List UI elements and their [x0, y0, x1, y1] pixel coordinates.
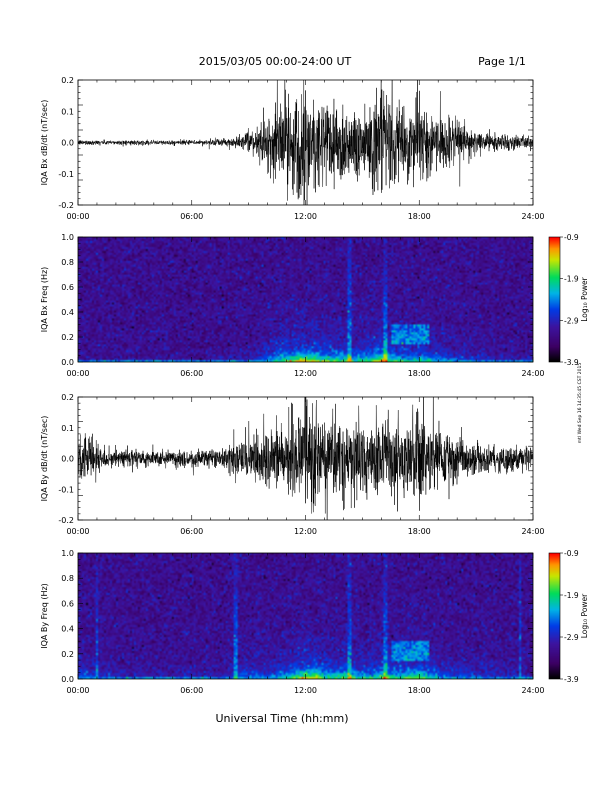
- bx-spectrogram-colorbar-frame: [548, 236, 561, 363]
- bx-spectrogram-x-tick-label: 00:00: [66, 369, 89, 378]
- bx-spectrogram-colorbar-label: Log₁₀ Power: [580, 276, 589, 321]
- page-number: Page 1/1: [478, 55, 526, 68]
- bx-spectrogram-y-tick-label: 0.4: [61, 308, 74, 317]
- by-spectrogram-x-tick-label: 06:00: [180, 686, 203, 695]
- bx-spectrogram-x-tick-label: 06:00: [180, 369, 203, 378]
- bx-spectrogram-colorbar: -0.9 -1.9 -2.9 -3.9 Log₁₀ Power: [548, 233, 589, 367]
- bx-spectrogram-panel: [78, 237, 533, 362]
- by-waveform-y-tick-label: -0.1: [58, 485, 74, 494]
- plot-timestamp: mtl Wed Sep 16 14:35:45 CST 2015: [577, 363, 583, 444]
- bx-waveform-x-tick-label: 24:00: [521, 212, 544, 221]
- by-waveform-panel: [78, 397, 533, 520]
- bx-waveform-y-label: IQA Bx dB/dt (nT/sec): [40, 100, 49, 186]
- bx-waveform-y-tick-label: 0.2: [61, 76, 74, 85]
- by-waveform-x-tick-label: 24:00: [521, 527, 544, 536]
- bx-spectrogram-colorbar-tick-label: -3.9: [564, 358, 579, 367]
- bx-waveform-x-tick-label: 18:00: [408, 212, 431, 221]
- bx-spectrogram-x-tick-label: 12:00: [294, 369, 317, 378]
- by-spectrogram-y-label: IQA By Freq (Hz): [40, 583, 49, 649]
- by-spectrogram-colorbar-tick-label: -1.9: [564, 591, 579, 600]
- bx-waveform-y-tick-label: -0.1: [58, 170, 74, 179]
- by-waveform-x-tick-label: 06:00: [180, 527, 203, 536]
- by-spectrogram-y-tick-label: 0.4: [61, 625, 74, 634]
- by-spectrogram-y-tick-label: 0.6: [61, 599, 74, 608]
- bx-spectrogram-colorbar-tick-label: -0.9: [564, 233, 579, 242]
- by-spectrogram-y-tick-label: 0.0: [61, 675, 74, 684]
- by-waveform-series-line: [78, 397, 533, 520]
- by-spectrogram-colorbar-gradient: [549, 553, 560, 679]
- figure-title: 2015/03/05 00:00-24:00 UT: [199, 55, 352, 68]
- bx-spectrogram-y-tick-label: 1.0: [61, 233, 74, 242]
- bx-spectrogram-axes: 00:00 06:00 12:00 18:00 24:00 0.0 0.2 0.4 0.6 0.8…: [40, 233, 545, 378]
- by-waveform-y-tick-label: -0.2: [58, 516, 74, 525]
- by-spectrogram-y-tick-label: 0.8: [61, 574, 74, 583]
- by-waveform-x-tick-label: 18:00: [408, 527, 431, 536]
- by-spectrogram-colorbar-tick-label: -0.9: [564, 549, 579, 558]
- panels-group: 00:00 06:00 12:00 18:00 24:00 -0.2 -0.1 0.0 0.1 0…: [40, 76, 589, 695]
- bx-waveform-x-tick-label: 12:00: [294, 212, 317, 221]
- bx-spectrogram-y-tick-label: 0.6: [61, 283, 74, 292]
- bx-spectrogram-y-label: IQA Bx Freq (Hz): [40, 267, 49, 333]
- by-spectrogram-colorbar-tick-label: -2.9: [564, 633, 579, 642]
- bx-waveform-series-line: [78, 80, 533, 205]
- by-spectrogram-x-tick-label: 12:00: [294, 686, 317, 695]
- bx-waveform-x-tick-label: 06:00: [180, 212, 203, 221]
- bx-waveform-y-tick-label: 0.0: [61, 139, 74, 148]
- by-waveform-x-tick-label: 12:00: [294, 527, 317, 536]
- by-waveform-x-tick-label: 00:00: [66, 527, 89, 536]
- bx-spectrogram-y-tick-label: 0.8: [61, 258, 74, 267]
- by-spectrogram-y-tick-label: 0.2: [61, 650, 74, 659]
- bx-spectrogram-x-tick-label: 24:00: [521, 369, 544, 378]
- bx-waveform-panel: [78, 80, 533, 205]
- by-spectrogram-colorbar: -0.9 -1.9 -2.9 -3.9 Log₁₀ Power: [548, 549, 589, 684]
- by-spectrogram-x-tick-label: 18:00: [408, 686, 431, 695]
- bx-spectrogram-colorbar-gradient: [549, 237, 560, 362]
- by-waveform-y-label: IQA By dB/dt (nT/sec): [40, 416, 49, 502]
- by-spectrogram-colorbar-frame: [548, 552, 561, 680]
- bx-spectrogram-colorbar-tick-label: -1.9: [564, 275, 579, 284]
- bx-spectrogram-heatmap-image: [78, 237, 533, 362]
- bx-waveform-x-tick-label: 00:00: [66, 212, 89, 221]
- by-spectrogram-panel: [78, 553, 533, 679]
- bx-waveform-y-tick-label: -0.2: [58, 201, 74, 210]
- bx-spectrogram-y-tick-label: 0.2: [61, 333, 74, 342]
- bx-spectrogram-y-tick-label: 0.0: [61, 358, 74, 367]
- bx-spectrogram-x-tick-label: 18:00: [408, 369, 431, 378]
- by-spectrogram-y-tick-label: 1.0: [61, 549, 74, 558]
- by-waveform-axes: 00:00 06:00 12:00 18:00 24:00 -0.2 -0.1 0.0 0.1 0…: [40, 393, 545, 536]
- bx-waveform-y-tick-label: 0.1: [61, 107, 74, 116]
- by-spectrogram-colorbar-tick-label: -3.9: [564, 675, 579, 684]
- x-axis-label: Universal Time (hh:mm): [216, 712, 349, 725]
- by-waveform-y-tick-label: 0.1: [61, 424, 74, 433]
- by-waveform-y-tick-label: 0.0: [61, 455, 74, 464]
- by-spectrogram-colorbar-label: Log₁₀ Power: [580, 593, 589, 638]
- bx-spectrogram-colorbar-tick-label: -2.9: [564, 316, 579, 325]
- bx-waveform-axes: 00:00 06:00 12:00 18:00 24:00 -0.2 -0.1 0.0 0.1 0…: [40, 76, 545, 221]
- by-spectrogram-x-tick-label: 00:00: [66, 686, 89, 695]
- by-spectrogram-heatmap-image: [78, 553, 533, 679]
- by-spectrogram-x-tick-label: 24:00: [521, 686, 544, 695]
- by-spectrogram-axes: 00:00 06:00 12:00 18:00 24:00 0.0 0.2 0.4 0.6 0.8…: [40, 549, 545, 695]
- by-waveform-y-tick-label: 0.2: [61, 393, 74, 402]
